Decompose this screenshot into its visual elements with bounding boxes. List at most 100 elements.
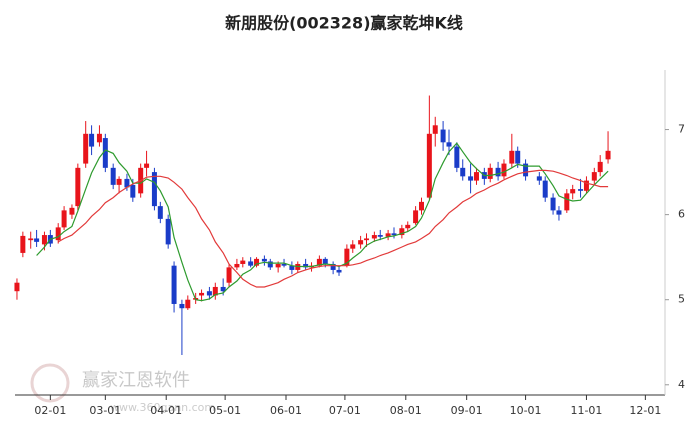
candle-body: [28, 238, 34, 241]
moving-average: [57, 169, 609, 288]
candle-body: [350, 244, 356, 249]
candle-body: [55, 227, 61, 241]
candle-body: [212, 286, 218, 296]
candle-body: [605, 150, 611, 160]
x-tick-label: 12-01: [629, 404, 661, 417]
candle-body: [509, 150, 515, 164]
candle-body: [254, 258, 260, 266]
candle-body: [226, 267, 232, 283]
candle-body: [358, 240, 364, 245]
candle-body: [536, 176, 542, 181]
candle-body: [83, 133, 89, 164]
candle-body: [515, 150, 521, 164]
candle-body: [597, 161, 603, 173]
candle-body: [96, 133, 102, 143]
candle-body: [130, 184, 136, 198]
candle-body: [185, 299, 191, 309]
candle-body: [344, 248, 350, 266]
x-tick-label: 09-01: [451, 404, 483, 417]
candle-body: [316, 258, 322, 266]
candle-body: [34, 238, 40, 242]
moving-average: [36, 142, 609, 302]
candle-body: [495, 167, 501, 177]
chart-title: 新朋股份(002328)赢家乾坤K线: [225, 14, 463, 33]
watermark-url: www.360gann.com: [110, 401, 215, 414]
candle-body: [102, 138, 108, 168]
x-tick-label: 08-01: [390, 404, 422, 417]
x-tick-label: 04-01: [150, 404, 182, 417]
candle-body: [289, 265, 295, 270]
y-tick-label: 6: [678, 208, 685, 221]
candle-body: [116, 178, 122, 185]
candle-body: [275, 263, 281, 268]
x-tick-label: 02-01: [34, 404, 66, 417]
y-tick-label: 7: [678, 123, 685, 136]
candle-body: [364, 238, 370, 241]
candle-body: [199, 292, 205, 296]
candle-body: [20, 235, 26, 253]
candle-body: [89, 133, 95, 147]
candle-body: [591, 172, 597, 181]
x-tick-label: 11-01: [570, 404, 602, 417]
candle-body: [385, 233, 391, 237]
candle-body: [124, 178, 130, 188]
watermark-logo: [30, 363, 70, 403]
candle-body: [110, 167, 116, 185]
candle-body: [206, 291, 212, 296]
candle-body: [405, 224, 411, 229]
x-tick-label: 03-01: [89, 404, 121, 417]
candle-body: [220, 286, 226, 292]
candle-body: [151, 172, 157, 207]
candle-body: [578, 189, 584, 191]
y-tick-label: 4: [678, 378, 685, 391]
candle-body: [261, 258, 267, 262]
candle-body: [330, 263, 336, 270]
candle-body: [234, 263, 240, 268]
candle-body: [248, 261, 254, 266]
candle-body: [523, 163, 529, 177]
candle-body: [281, 263, 287, 266]
candle-body: [41, 235, 47, 245]
candle-body: [460, 167, 466, 177]
candle-body: [440, 129, 446, 143]
candle-body: [418, 201, 424, 211]
candle-body: [61, 210, 67, 228]
candle-body: [371, 235, 377, 239]
candle-body: [267, 261, 273, 268]
y-tick-label: 5: [678, 293, 685, 306]
candle-body: [446, 142, 452, 147]
candle-body: [399, 228, 405, 236]
candle-body: [179, 303, 185, 309]
candle-body: [240, 260, 246, 264]
candle-body: [432, 125, 438, 134]
candle-body: [583, 180, 589, 191]
watermark: 赢家江恩软件: [82, 369, 190, 391]
candle-body: [165, 218, 171, 245]
candle-body: [171, 265, 177, 304]
candle-body: [426, 133, 432, 198]
candle-body: [473, 172, 479, 181]
candle-body: [377, 235, 383, 237]
candle-body: [501, 163, 507, 177]
candle-body: [391, 233, 397, 236]
candle-body: [157, 206, 163, 219]
candle-body: [75, 167, 81, 207]
candle-body: [454, 146, 460, 168]
x-tick-label: 06-01: [270, 404, 302, 417]
candle-body: [14, 282, 20, 292]
candle-body: [322, 258, 328, 264]
candle-body: [570, 189, 576, 194]
candle-body: [542, 180, 548, 198]
candle-body: [144, 163, 150, 168]
x-tick-label: 07-01: [329, 404, 361, 417]
candle-body: [556, 210, 562, 215]
candle-body: [468, 176, 474, 181]
candle-body: [564, 193, 570, 211]
candle-body: [336, 269, 342, 273]
x-tick-label: 10-01: [510, 404, 542, 417]
candle-body: [413, 210, 419, 224]
candle-body: [303, 263, 309, 268]
x-tick-label: 05-01: [209, 404, 241, 417]
